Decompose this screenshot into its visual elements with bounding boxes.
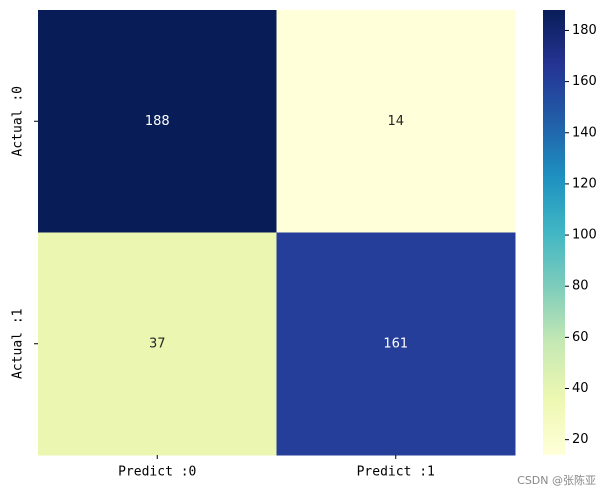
colorbar-tick-label: 60	[572, 330, 589, 345]
colorbar-tick-label: 180	[572, 23, 597, 38]
heatmap-cell	[276, 232, 516, 456]
cell-label: 14	[387, 114, 404, 129]
colorbar	[543, 10, 565, 455]
colorbar-tick-label: 160	[572, 74, 597, 89]
watermark: CSDN @张陈亚	[517, 473, 596, 487]
heatmap-cell	[38, 10, 277, 233]
x-tick-label: Predict :0	[118, 465, 196, 480]
colorbar-tick-label: 20	[572, 432, 589, 447]
colorbar-tick-label: 40	[572, 381, 589, 396]
y-tick-label: Actual :1	[11, 309, 26, 379]
colorbar-tick-label: 100	[572, 228, 597, 243]
cell-label: 188	[145, 114, 170, 129]
cell-label: 161	[383, 336, 408, 351]
y-tick-label: Actual :0	[11, 86, 26, 156]
heatmap-cell	[276, 10, 516, 233]
cell-label: 37	[149, 336, 166, 351]
colorbar-tick-label: 140	[572, 125, 597, 140]
x-tick-label: Predict :1	[357, 465, 435, 480]
heatmap-cell	[38, 232, 277, 456]
colorbar-tick-label: 80	[572, 279, 589, 294]
colorbar-tick-label: 120	[572, 176, 597, 191]
